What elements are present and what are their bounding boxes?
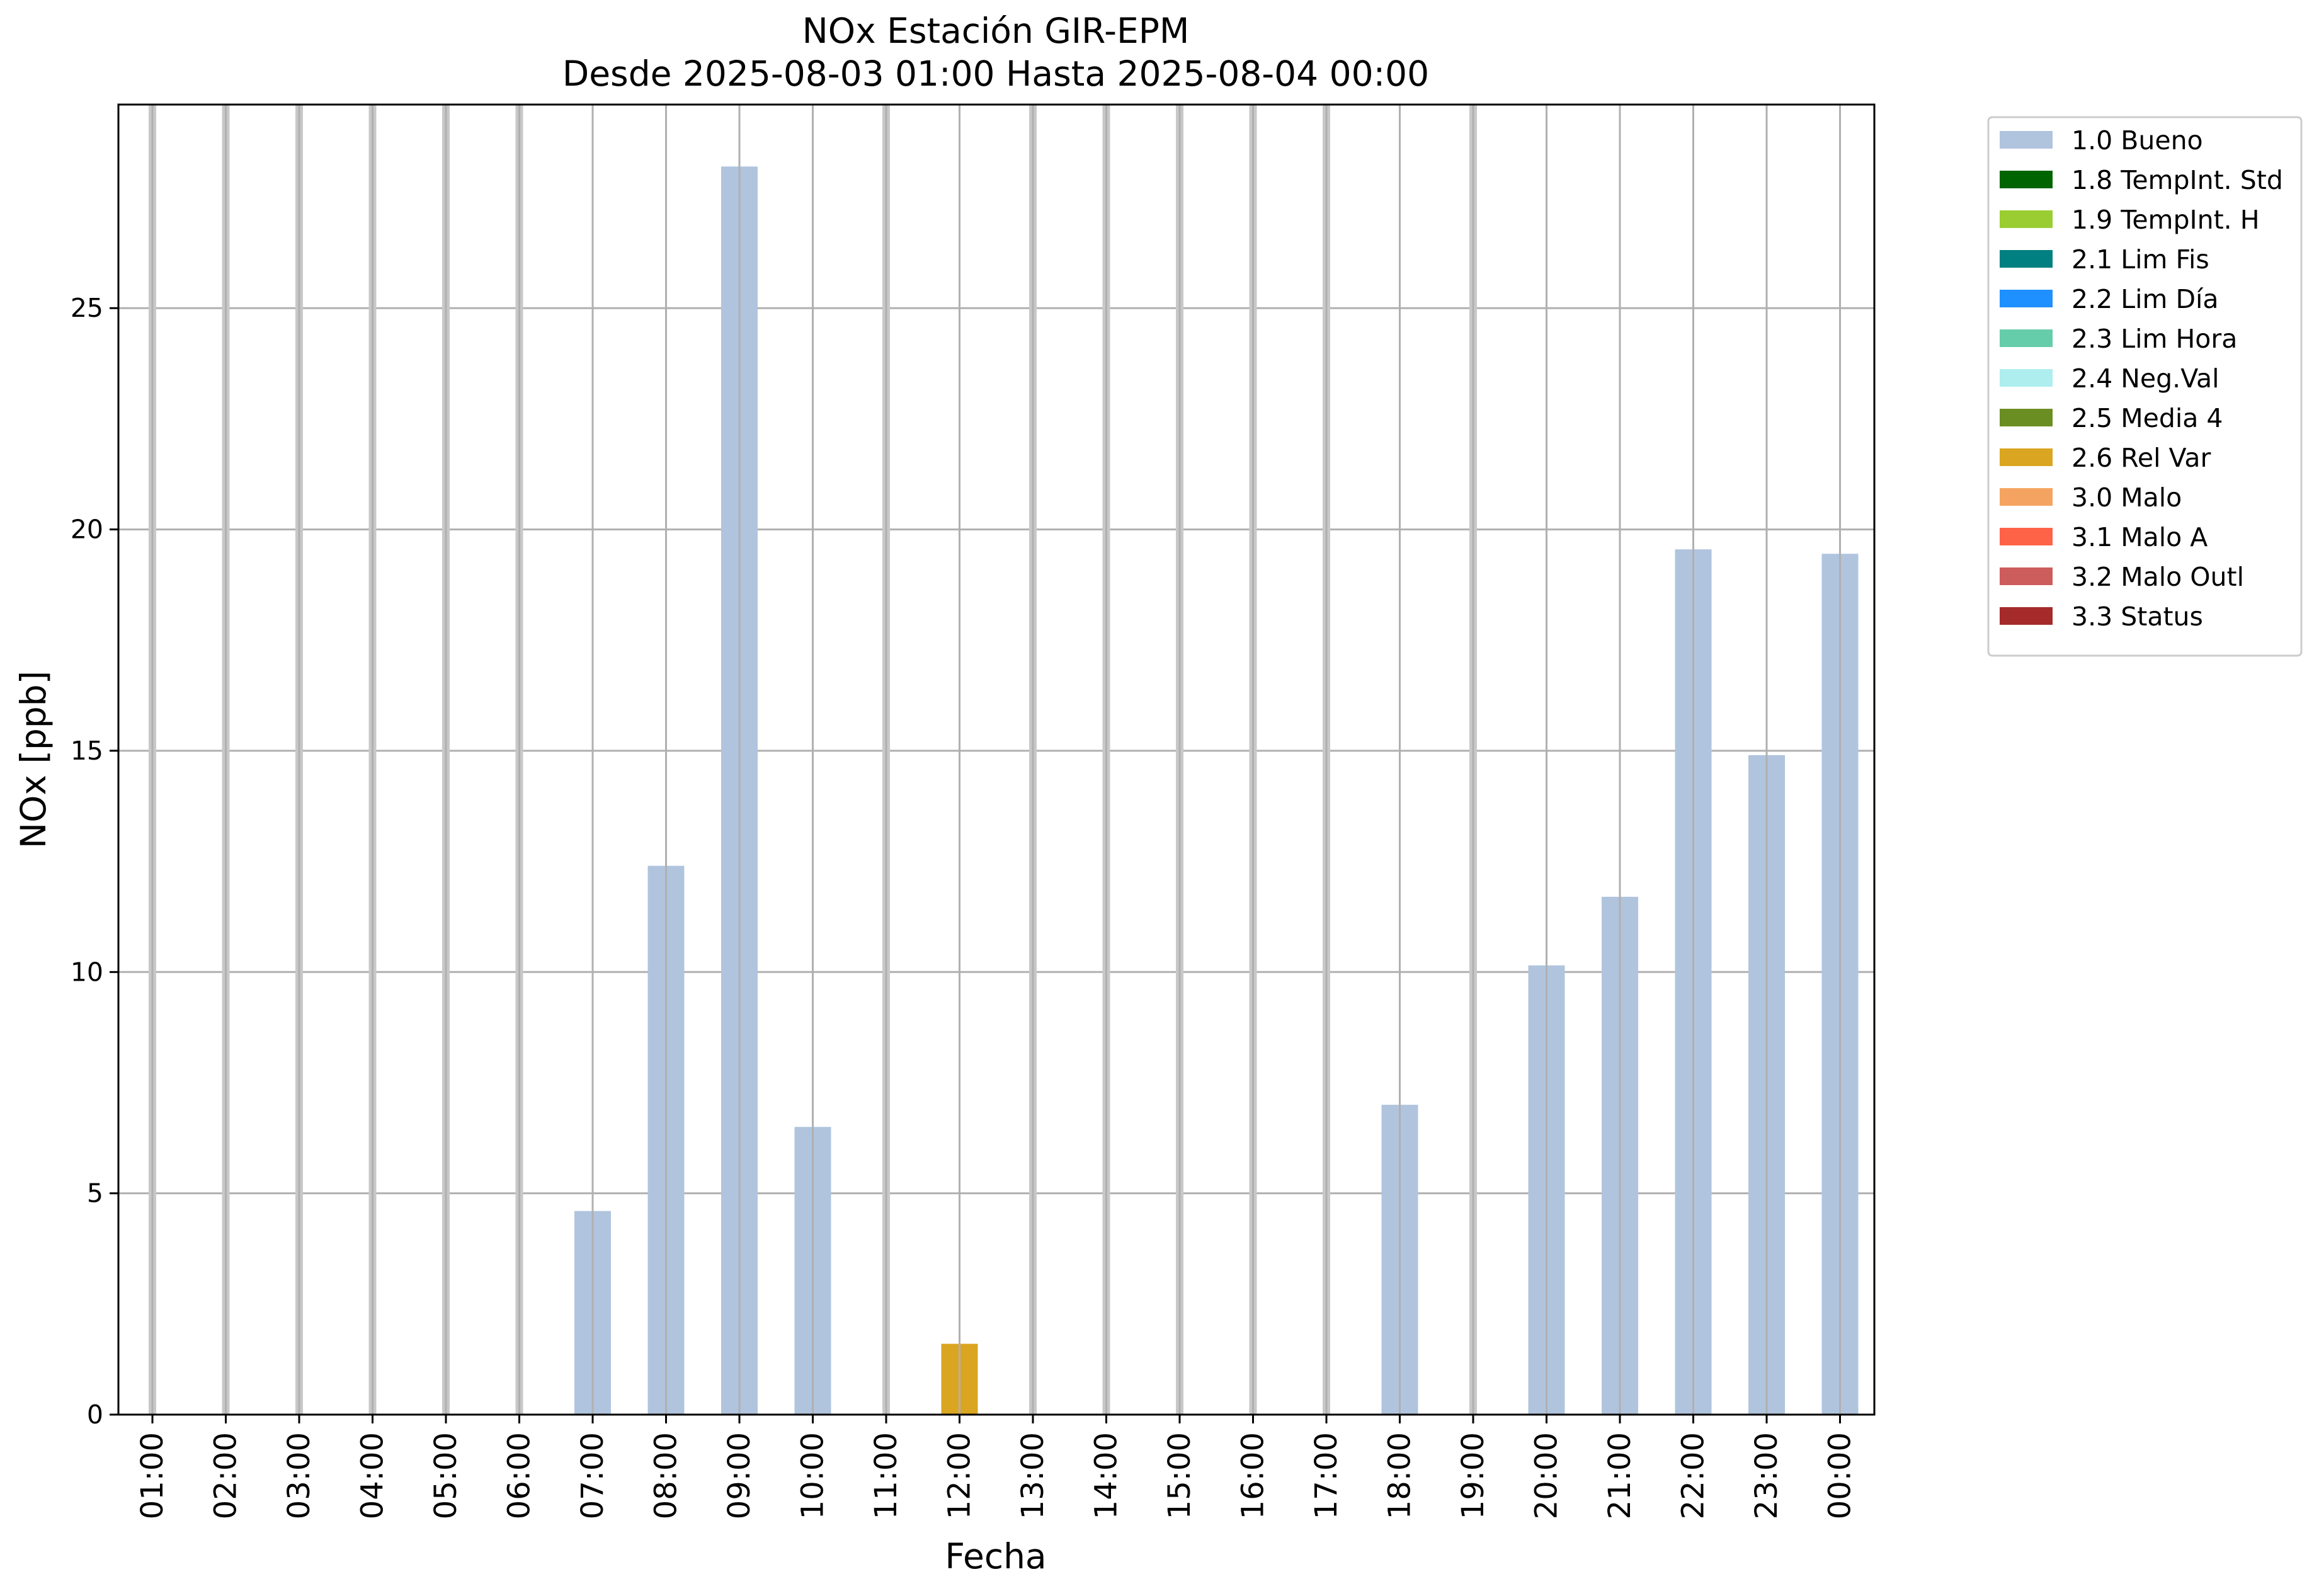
y-tick-label: 0 — [87, 1399, 103, 1430]
legend-swatch — [2000, 329, 2053, 347]
y-axis: 0 5 10 15 20 25 — [71, 293, 118, 1430]
x-tick-label: 05:00 — [428, 1432, 464, 1519]
legend-swatch — [2000, 250, 2053, 268]
legend: 1.0 Bueno 1.8 TempInt. Std 1.9 TempInt. H 2… — [1987, 116, 2303, 657]
x-tick-label: 00:00 — [1823, 1432, 1858, 1519]
x-tick-label: 22:00 — [1676, 1432, 1711, 1519]
x-tick-label: 23:00 — [1749, 1432, 1784, 1519]
chart-title: NOx Estación GIR-EPM — [802, 11, 1190, 51]
legend-label: 2.3 Lim Hora — [2071, 324, 2237, 354]
legend-label: 2.6 Rel Var — [2071, 443, 2211, 473]
legend-label: 3.2 Malo Outl — [2071, 562, 2244, 592]
plot-frame — [117, 103, 1876, 1416]
x-tick-label: 02:00 — [208, 1432, 244, 1519]
y-tick-label: 5 — [87, 1178, 103, 1209]
x-tick-label: 09:00 — [722, 1432, 757, 1519]
legend-swatch — [2000, 409, 2053, 426]
legend-swatch — [2000, 607, 2053, 625]
legend-label: 2.5 Media 4 — [2071, 403, 2223, 433]
x-tick-label: 04:00 — [355, 1432, 390, 1519]
legend-label: 3.1 Malo A — [2071, 522, 2208, 552]
x-tick-label: 06:00 — [502, 1432, 537, 1519]
x-axis: 01:00 02:00 03:00 04:00 05:00 06:00 07:00 08:00… — [135, 1415, 1858, 1519]
x-tick-label: 21:00 — [1602, 1432, 1638, 1519]
bar-group — [149, 105, 1859, 1415]
x-tick-label: 19:00 — [1456, 1432, 1491, 1519]
legend-swatch — [2000, 369, 2053, 387]
legend-label: 1.0 Bueno — [2071, 125, 2203, 156]
legend-label: 2.2 Lim Día — [2071, 284, 2219, 314]
y-tick-label: 10 — [71, 957, 103, 987]
legend-label: 2.4 Neg.Val — [2071, 363, 2219, 394]
y-tick-label: 15 — [71, 736, 103, 766]
x-tick-label: 15:00 — [1162, 1432, 1197, 1519]
legend-swatch — [2000, 210, 2053, 228]
legend-swatch — [2000, 448, 2053, 466]
x-axis-label: Fecha — [945, 1536, 1046, 1576]
x-tick-label: 14:00 — [1089, 1432, 1124, 1519]
legend-swatch — [2000, 528, 2053, 545]
y-tick-label: 25 — [71, 293, 103, 323]
legend-swatch — [2000, 290, 2053, 307]
legend-swatch — [2000, 488, 2053, 506]
x-tick-label: 08:00 — [649, 1432, 684, 1519]
y-tick-label: 20 — [71, 515, 103, 545]
x-tick-label: 10:00 — [795, 1432, 831, 1519]
x-tick-label: 03:00 — [282, 1432, 317, 1519]
legend-swatch — [2000, 131, 2053, 149]
x-tick-label: 18:00 — [1382, 1432, 1418, 1519]
legend-box — [1987, 116, 2303, 657]
x-tick-label: 16:00 — [1236, 1432, 1271, 1519]
y-axis-label: NOx [ppb] — [13, 671, 54, 848]
legend-label: 3.0 Malo — [2071, 482, 2182, 513]
x-tick-label: 20:00 — [1529, 1432, 1564, 1519]
legend-label: 1.8 TempInt. Std — [2071, 165, 2283, 195]
legend-label: 1.9 TempInt. H — [2071, 205, 2260, 235]
legend-label: 2.1 Lim Fis — [2071, 244, 2209, 275]
x-tick-label: 01:00 — [135, 1432, 170, 1519]
x-tick-label: 17:00 — [1309, 1432, 1344, 1519]
x-tick-label: 11:00 — [869, 1432, 904, 1519]
x-tick-label: 13:00 — [1015, 1432, 1051, 1519]
legend-swatch — [2000, 171, 2053, 188]
chart-subtitle: Desde 2025-08-03 01:00 Hasta 2025-08-04 … — [562, 54, 1429, 94]
legend-label: 3.3 Status — [2071, 601, 2203, 632]
x-tick-label: 12:00 — [942, 1432, 977, 1519]
legend-swatch — [2000, 567, 2053, 585]
x-tick-label: 07:00 — [575, 1432, 610, 1519]
